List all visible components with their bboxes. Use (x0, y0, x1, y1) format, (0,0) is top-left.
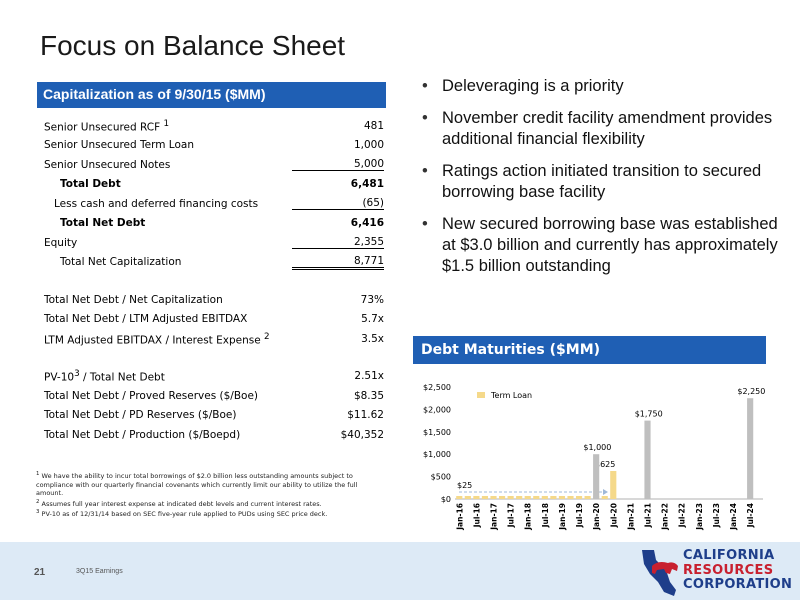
row-less-cash: Less cash and deferred financing costs (6… (54, 197, 384, 211)
legend-label: Term Loan (490, 391, 532, 400)
term-loan-bar (575, 496, 583, 499)
maturity-bar (593, 454, 600, 499)
data-label: $625 (595, 460, 615, 469)
row-production: Total Net Debt / Production ($/Boepd) $40… (44, 428, 384, 441)
footer-label: 3Q15 Earnings (76, 568, 123, 575)
y-tick-label: $2,000 (423, 405, 451, 414)
legend-swatch (477, 392, 485, 398)
row-total-debt: Total Debt 6,481 (60, 178, 384, 191)
x-tick-label: Jul-17 (507, 503, 516, 528)
term-loan-bar (524, 496, 531, 499)
x-tick-label: Jan-23 (695, 503, 704, 531)
capitalization-header: Capitalization as of 9/30/15 ($MM) (37, 82, 386, 108)
x-tick-label: Jan-16 (455, 503, 464, 531)
company-logo-text: CALIFORNIA RESOURCES CORPORATION (683, 548, 793, 592)
x-tick-label: Jan-24 (729, 503, 738, 531)
x-tick-label: Jul-21 (644, 503, 653, 528)
page-number: 21 (34, 567, 46, 578)
term-loan-bar (558, 496, 566, 499)
bullet-list: Deleveraging is a priority November cred… (420, 76, 790, 288)
footnotes: 1 We have the ability to incur total bor… (36, 470, 386, 519)
x-tick-label: Jul-20 (609, 503, 618, 528)
term-loan-bar (473, 496, 480, 499)
term-loan-bar (516, 496, 523, 499)
term-loan-bar (567, 496, 574, 499)
maturity-bar (644, 420, 651, 499)
y-tick-label: $500 (431, 473, 451, 482)
row-pd-reserves: Total Net Debt / PD Reserves ($/Boe) $11.… (44, 409, 384, 422)
x-tick-label: Jul-18 (541, 503, 550, 528)
row-proved-reserves: Total Net Debt / Proved Reserves ($/Boe)… (44, 389, 384, 402)
x-tick-label: Jan-21 (626, 503, 635, 531)
x-tick-label: Jul-22 (678, 503, 687, 528)
data-label: $2,250 (737, 387, 765, 396)
term-loan-bar (456, 496, 463, 499)
bullet-item: Ratings action initiated transition to s… (420, 161, 790, 203)
y-tick-label: $1,500 (423, 428, 451, 437)
term-loan-bar (533, 496, 540, 499)
debt-maturities-header: Debt Maturities ($MM) (413, 336, 766, 364)
term-loan-bar (584, 496, 591, 499)
x-tick-label: Jan-19 (558, 503, 567, 531)
data-label: $25 (457, 481, 472, 490)
row-ratio-netcap: Total Net Debt / Net Capitalization 73% (44, 293, 384, 306)
bullet-item: New secured borrowing base was establish… (420, 214, 790, 277)
footnote-1: 1 We have the ability to incur total bor… (36, 471, 358, 498)
term-loan-bar (550, 496, 557, 499)
x-tick-label: Jul-24 (746, 503, 755, 528)
data-label: $1,000 (583, 443, 611, 452)
row-notes: Senior Unsecured Notes 5,000 (44, 158, 384, 172)
term-loan-bar (490, 496, 497, 499)
x-tick-label: Jul-19 (575, 503, 584, 528)
x-tick-label: Jul-16 (472, 503, 481, 528)
term-loan-arrowhead (603, 489, 608, 495)
row-equity: Equity 2,355 (44, 236, 384, 250)
term-loan-bar (601, 496, 608, 499)
y-tick-label: $1,000 (423, 450, 451, 459)
x-tick-label: Jan-22 (661, 503, 670, 531)
bullet-item: November credit facility amendment provi… (420, 108, 790, 150)
x-tick-label: Jan-18 (524, 503, 533, 531)
page-title: Focus on Balance Sheet (40, 30, 346, 61)
term-loan-bar (464, 496, 471, 499)
term-loan-bar (498, 496, 506, 499)
maturity-bar (747, 398, 754, 499)
x-tick-label: Jan-20 (592, 503, 601, 531)
footnote-3: 3 PV-10 as of 12/31/14 based on SEC five… (36, 509, 328, 519)
row-pv10: PV-103 / Total Net Debt 2.51x (44, 369, 384, 384)
y-tick-label: $0 (441, 495, 451, 504)
debt-maturities-chart: $0 $500 $1,000 $1,500 $2,000 $2,500 $25 $625 $1,… (423, 383, 765, 531)
term-loan-bar (507, 496, 514, 499)
row-term-loan: Senior Unsecured Term Loan 1,000 (44, 139, 384, 152)
term-loan-bar (481, 496, 489, 499)
capitalization-table: Senior Unsecured RCF 1 481 Senior Unsecur… (44, 116, 384, 445)
footnote-2: 2 Assumes full year interest expense at … (36, 498, 322, 508)
term-loan-bar (610, 471, 617, 499)
data-label: $1,750 (635, 410, 663, 419)
bullet-item: Deleveraging is a priority (420, 76, 790, 97)
x-tick-label: Jul-23 (712, 503, 721, 528)
row-total-net-cap: Total Net Capitalization 8,771 (60, 254, 384, 270)
row-rcf: Senior Unsecured RCF 1 481 (44, 118, 384, 134)
row-total-net-debt: Total Net Debt 6,416 (60, 217, 384, 230)
row-ratio-ebitdax: Total Net Debt / LTM Adjusted EBITDAX 5.7… (44, 313, 384, 326)
term-loan-bar (541, 496, 548, 499)
x-tick-label: Jan-17 (490, 503, 499, 531)
y-tick-label: $2,500 (423, 383, 451, 392)
california-bear-logo-icon (642, 550, 678, 596)
row-ratio-interest: LTM Adjusted EBITDAX / Interest Expense … (44, 331, 384, 347)
